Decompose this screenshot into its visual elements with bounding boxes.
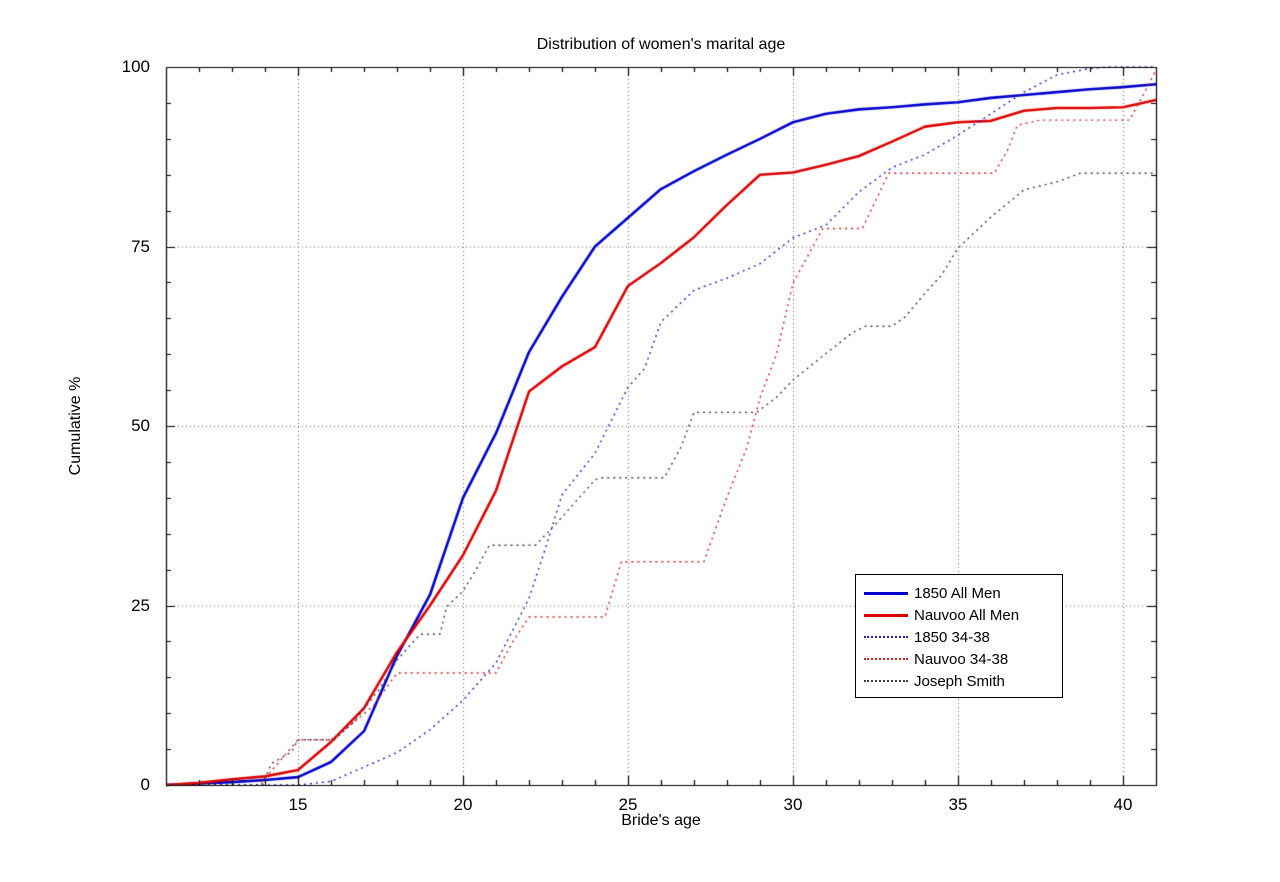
y-axis-label: Cumulative % [67,376,84,476]
legend-line-sample [864,636,908,638]
x-axis-label: Bride's age [621,812,701,829]
x-tick-label-20: 20 [453,795,473,814]
x-tick-label-40: 40 [1113,795,1133,814]
y-tick-label-0: 0 [140,775,150,794]
legend-label: Joseph Smith [914,672,1005,690]
legend-line-sample [864,658,908,660]
x-tick-label-25: 25 [618,795,638,814]
legend-item: Nauvoo 34-38 [864,648,1054,670]
y-tick-label-100: 100 [121,57,150,76]
legend-label: 1850 All Men [914,584,1001,602]
legend-label: Nauvoo 34-38 [914,650,1009,668]
legend-item: 1850 All Men [864,582,1054,604]
legend-line-sample [864,613,908,617]
legend: 1850 All Men Nauvoo All Men 1850 34-38 N… [855,574,1063,698]
legend-label: 1850 34-38 [914,628,990,646]
legend-label: Nauvoo All Men [914,606,1020,624]
y-tick-label-25: 25 [131,595,150,615]
legend-line-sample [864,680,908,682]
x-tick-label-15: 15 [288,795,308,814]
legend-line-sample [864,591,908,595]
x-tick-label-35: 35 [948,795,968,814]
chart-title: Distribution of women's marital age [536,36,786,53]
y-tick-label-75: 75 [131,236,150,256]
legend-item: 1850 34-38 [864,626,1054,648]
legend-item: Nauvoo All Men [864,604,1054,626]
x-tick-label-30: 30 [783,795,803,814]
y-tick-label-50: 50 [131,416,150,435]
legend-item: Joseph Smith [864,670,1054,692]
